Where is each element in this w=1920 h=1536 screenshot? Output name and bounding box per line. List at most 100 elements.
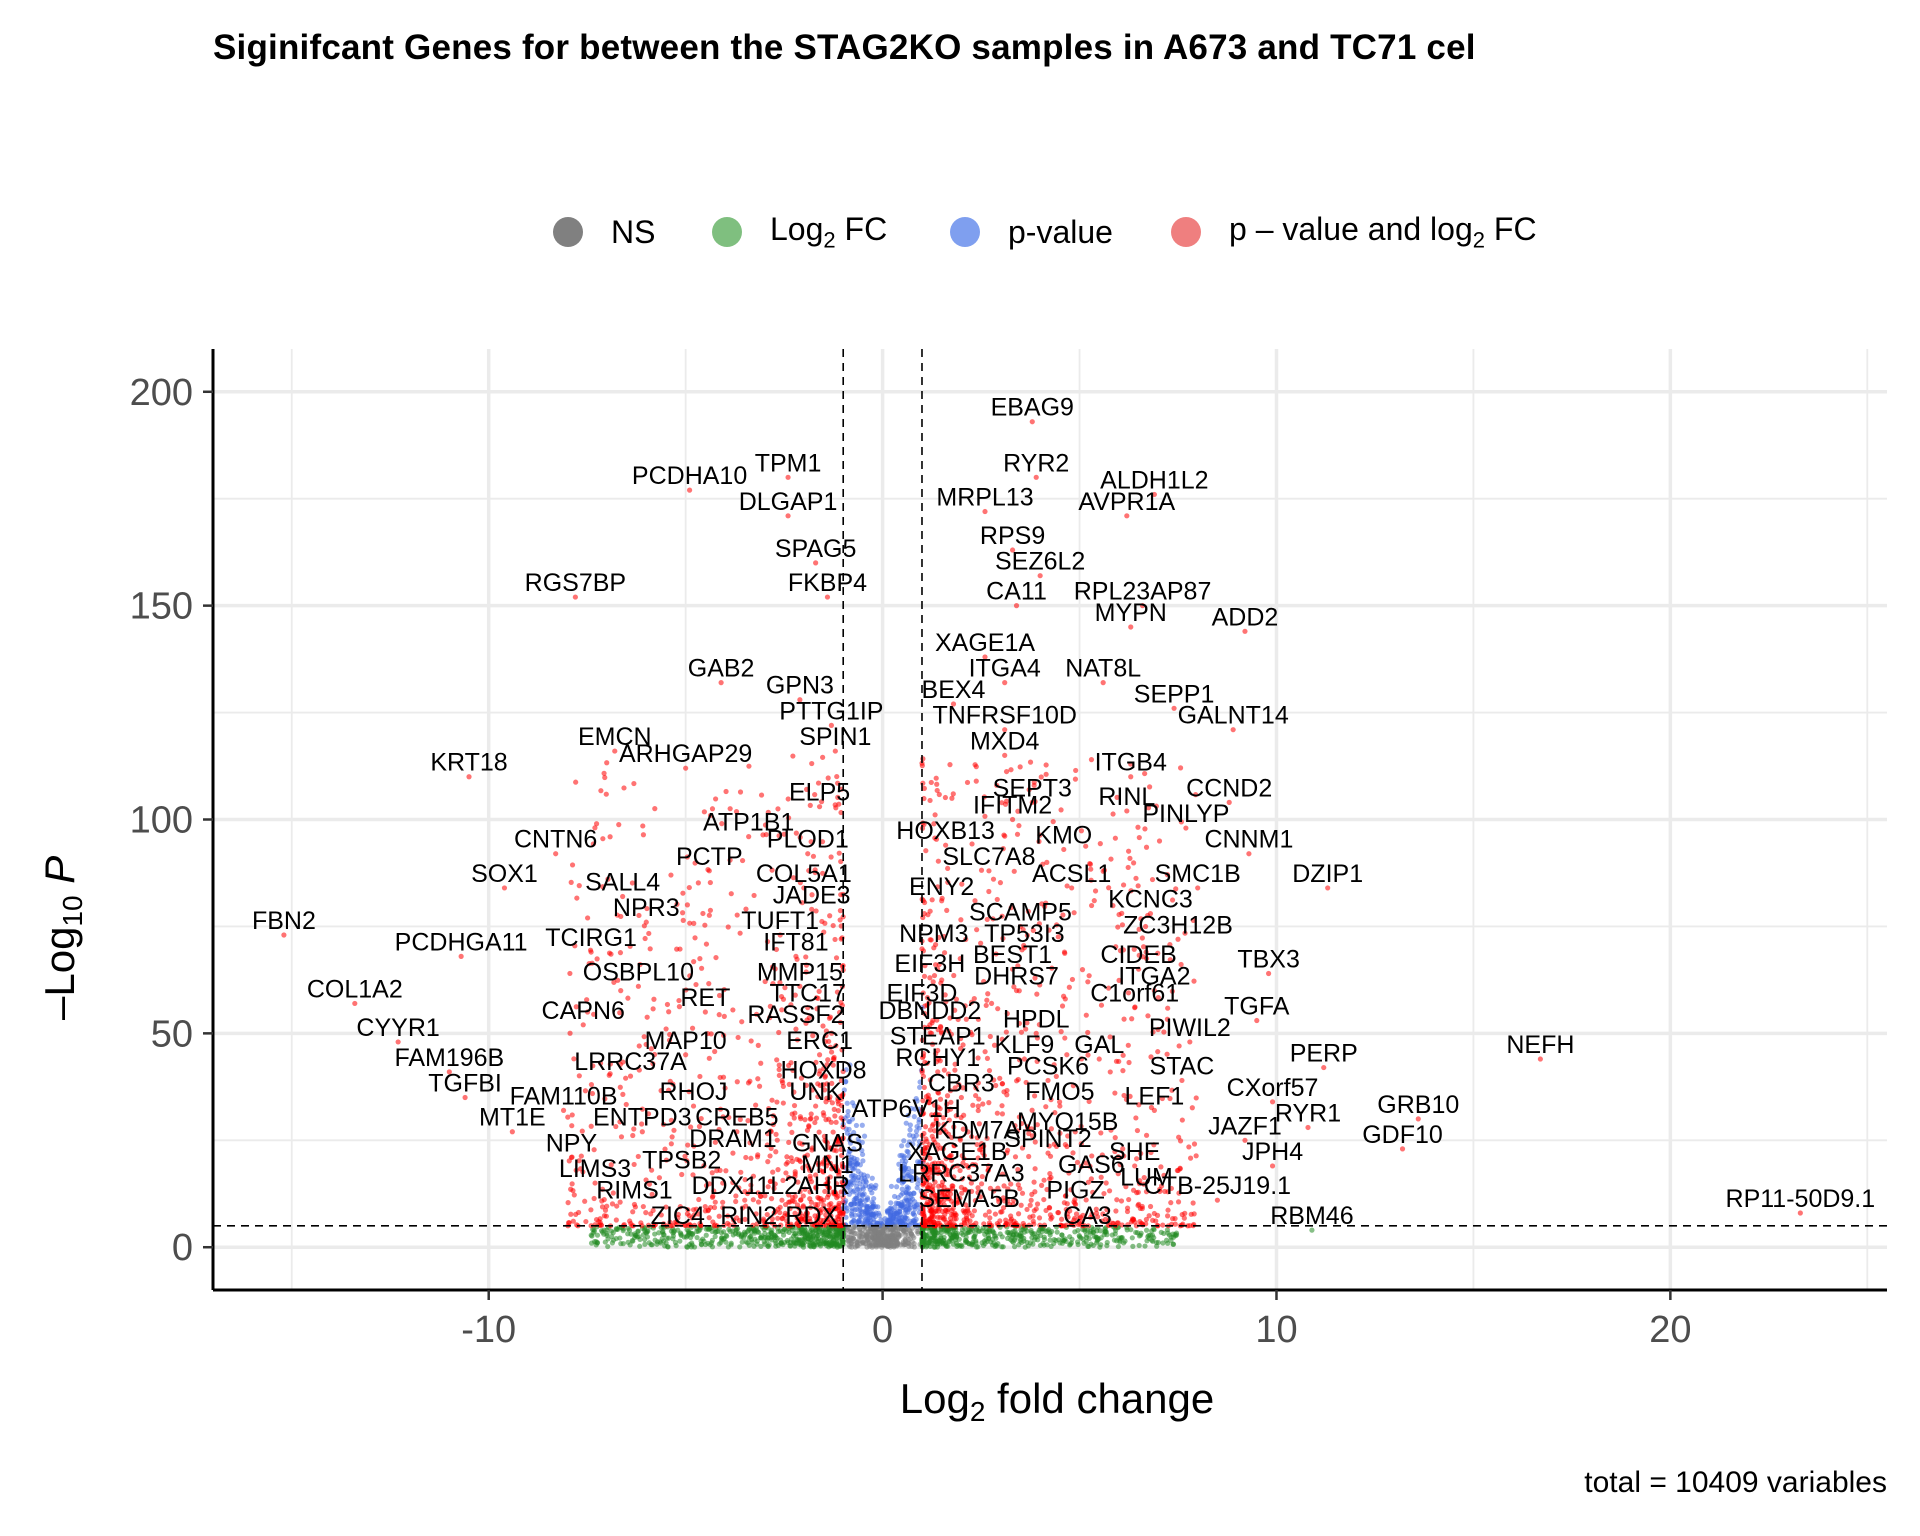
data-point xyxy=(684,1244,690,1250)
data-point xyxy=(758,792,765,798)
data-point xyxy=(986,1220,993,1226)
gene-label: XAGE1A xyxy=(935,629,1035,657)
data-point xyxy=(1079,967,1086,973)
data-point xyxy=(794,1202,801,1208)
data-point xyxy=(1004,1087,1010,1094)
gene-label: ACSL1 xyxy=(1032,860,1111,888)
x-tick-label: 0 xyxy=(872,1309,893,1351)
data-point xyxy=(602,774,608,781)
data-point xyxy=(1126,1196,1132,1203)
data-point xyxy=(847,1157,853,1163)
data-point xyxy=(1086,1243,1092,1249)
data-point xyxy=(854,1183,860,1190)
data-point xyxy=(806,1123,812,1129)
data-point xyxy=(809,1145,815,1151)
data-point xyxy=(930,1230,936,1236)
data-point xyxy=(935,1104,941,1110)
data-point xyxy=(986,888,992,895)
data-point xyxy=(1136,1242,1142,1249)
data-point xyxy=(908,1105,914,1112)
data-point xyxy=(583,1218,589,1225)
gene-label: LEF1 xyxy=(1124,1082,1184,1110)
data-point xyxy=(876,1229,882,1235)
data-point xyxy=(888,1240,895,1247)
data-point xyxy=(1073,767,1079,774)
gene-label: IFT81 xyxy=(763,928,828,956)
gene-label: PCTP xyxy=(676,843,743,871)
data-point xyxy=(670,1230,676,1236)
data-point xyxy=(1133,1115,1139,1121)
gene-label: GDF10 xyxy=(1362,1121,1443,1149)
data-point xyxy=(774,1057,780,1063)
data-point xyxy=(966,1241,972,1247)
data-point xyxy=(1017,1232,1023,1238)
data-point xyxy=(1186,1144,1192,1150)
data-point xyxy=(921,1084,927,1090)
data-point xyxy=(846,1148,852,1154)
data-point xyxy=(680,910,686,916)
data-point xyxy=(1170,1216,1176,1222)
data-point xyxy=(974,927,980,933)
gene-label: NPR3 xyxy=(613,894,680,922)
points-layer xyxy=(281,419,1803,1250)
data-point xyxy=(1176,1134,1182,1140)
data-point xyxy=(927,1235,933,1241)
legend-label-ns: NS xyxy=(611,213,656,250)
data-point xyxy=(910,1133,916,1139)
data-point xyxy=(861,1133,868,1139)
data-point xyxy=(743,1154,749,1161)
data-point xyxy=(1090,1242,1096,1249)
x-axis-title-prefix: Log xyxy=(899,1375,970,1422)
data-point xyxy=(603,791,609,797)
gene-label: RBM46 xyxy=(1270,1202,1353,1230)
data-point xyxy=(698,1242,705,1248)
data-point xyxy=(828,1119,834,1125)
data-point xyxy=(936,1239,942,1245)
data-point xyxy=(608,951,614,957)
data-point xyxy=(912,1199,918,1205)
data-point xyxy=(597,1219,603,1226)
data-point xyxy=(635,1153,641,1160)
data-point xyxy=(1113,1228,1119,1234)
data-point xyxy=(1008,1216,1015,1222)
data-point xyxy=(946,1117,952,1123)
data-point xyxy=(994,1110,1000,1116)
gene-label: GAB2 xyxy=(688,655,755,683)
data-point xyxy=(920,780,926,786)
data-point xyxy=(826,1244,832,1250)
data-point xyxy=(832,1113,838,1119)
data-point xyxy=(864,1204,870,1210)
data-point xyxy=(884,1236,891,1242)
gene-label: RGS7BP xyxy=(525,569,626,597)
gene-label: CNTN6 xyxy=(514,826,597,854)
legend: NS Log2 FC p-value p – value and log2 FC xyxy=(0,204,1920,260)
data-point xyxy=(837,917,843,923)
data-point xyxy=(987,1033,993,1040)
data-point xyxy=(625,995,631,1001)
data-point xyxy=(950,1241,957,1247)
data-point xyxy=(640,832,647,838)
data-point xyxy=(984,1055,991,1062)
data-point xyxy=(1149,1228,1155,1234)
data-point xyxy=(847,1132,853,1138)
data-point xyxy=(975,1107,981,1114)
data-point xyxy=(915,1159,921,1165)
data-point xyxy=(985,991,991,997)
data-point xyxy=(822,1240,828,1247)
gene-label: CTB-25J19.1 xyxy=(1144,1172,1291,1200)
data-point xyxy=(891,1224,898,1230)
data-point xyxy=(626,1227,633,1233)
gene-label: SLC7A8 xyxy=(942,843,1035,871)
gene-label: RYR2 xyxy=(1003,449,1069,477)
data-point xyxy=(718,1230,725,1236)
data-point xyxy=(894,1184,900,1190)
data-point xyxy=(721,1013,727,1019)
gene-label: KMO xyxy=(1035,821,1092,849)
data-point xyxy=(957,1167,963,1174)
data-point xyxy=(1170,1231,1176,1237)
data-point xyxy=(855,1174,861,1180)
data-point xyxy=(643,1210,649,1216)
data-point xyxy=(692,935,698,941)
data-point xyxy=(798,1197,804,1203)
data-point xyxy=(941,1067,947,1073)
